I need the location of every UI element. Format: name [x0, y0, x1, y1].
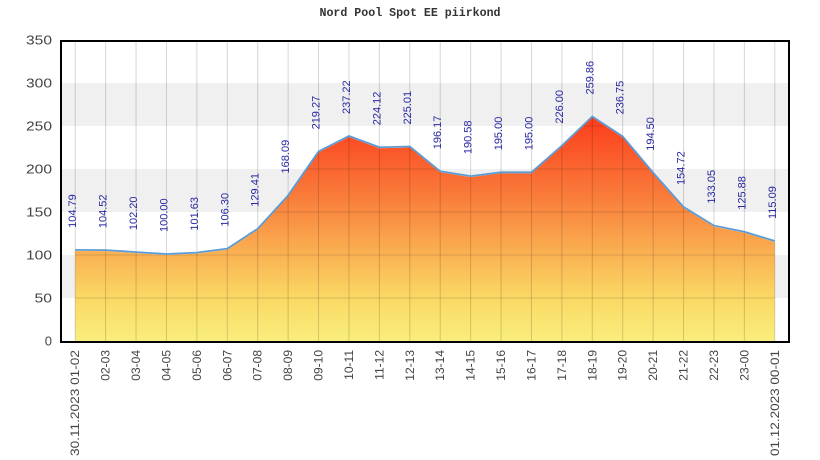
- svg-text:125.88: 125.88: [736, 176, 748, 210]
- svg-text:15-16: 15-16: [494, 350, 508, 381]
- svg-text:18-19: 18-19: [585, 350, 599, 381]
- svg-text:104.52: 104.52: [98, 194, 110, 228]
- svg-text:12-13: 12-13: [403, 350, 417, 381]
- svg-text:195.00: 195.00: [523, 117, 535, 151]
- svg-text:154.72: 154.72: [676, 151, 688, 185]
- svg-text:21-22: 21-22: [677, 350, 691, 381]
- svg-text:168.09: 168.09: [280, 140, 292, 174]
- svg-text:08-09: 08-09: [281, 350, 295, 381]
- svg-text:190.58: 190.58: [463, 120, 475, 154]
- svg-text:106.30: 106.30: [219, 193, 231, 227]
- svg-text:104.79: 104.79: [67, 194, 79, 228]
- svg-text:14-15: 14-15: [464, 350, 478, 381]
- svg-text:11-12: 11-12: [372, 350, 386, 380]
- svg-text:23-00: 23-00: [737, 350, 751, 381]
- svg-text:300: 300: [26, 76, 52, 91]
- svg-text:219.27: 219.27: [311, 96, 323, 130]
- svg-text:03-04: 03-04: [129, 350, 143, 381]
- svg-text:225.01: 225.01: [402, 91, 414, 125]
- svg-text:13-14: 13-14: [433, 350, 447, 381]
- svg-text:237.22: 237.22: [341, 80, 353, 114]
- svg-text:101.63: 101.63: [189, 197, 201, 231]
- svg-text:07-08: 07-08: [251, 350, 265, 381]
- svg-text:20-21: 20-21: [646, 350, 660, 381]
- svg-text:22-23: 22-23: [707, 350, 721, 381]
- svg-text:100: 100: [26, 248, 52, 263]
- svg-text:194.50: 194.50: [645, 117, 657, 151]
- svg-text:224.12: 224.12: [371, 92, 383, 126]
- svg-text:226.00: 226.00: [554, 90, 566, 124]
- svg-text:16-17: 16-17: [524, 350, 538, 381]
- svg-text:50: 50: [35, 291, 53, 306]
- svg-text:Nord Pool Spot EE piirkond: Nord Pool Spot EE piirkond: [320, 6, 501, 20]
- svg-text:10-11: 10-11: [342, 350, 356, 380]
- svg-text:200: 200: [26, 162, 52, 177]
- svg-text:30.11.2023 01-02: 30.11.2023 01-02: [68, 350, 82, 456]
- svg-text:129.41: 129.41: [250, 173, 262, 207]
- svg-text:259.86: 259.86: [584, 61, 596, 95]
- svg-text:0: 0: [45, 334, 52, 349]
- svg-text:102.20: 102.20: [128, 196, 140, 230]
- svg-text:01.12.2023 00-01: 01.12.2023 00-01: [768, 350, 782, 456]
- svg-text:115.09: 115.09: [767, 186, 779, 219]
- svg-text:02-03: 02-03: [99, 350, 113, 381]
- svg-text:196.17: 196.17: [432, 116, 444, 150]
- svg-text:195.00: 195.00: [493, 117, 505, 151]
- svg-text:06-07: 06-07: [220, 350, 234, 381]
- svg-text:350: 350: [26, 33, 52, 48]
- svg-text:05-06: 05-06: [190, 350, 204, 381]
- svg-text:19-20: 19-20: [616, 350, 630, 381]
- svg-text:17-18: 17-18: [555, 350, 569, 381]
- svg-text:150: 150: [26, 205, 52, 220]
- svg-text:133.05: 133.05: [706, 170, 718, 204]
- svg-text:04-05: 04-05: [159, 350, 173, 381]
- svg-text:100.00: 100.00: [158, 198, 170, 232]
- svg-text:09-10: 09-10: [312, 350, 326, 381]
- svg-text:236.75: 236.75: [615, 81, 627, 115]
- svg-text:250: 250: [26, 119, 52, 134]
